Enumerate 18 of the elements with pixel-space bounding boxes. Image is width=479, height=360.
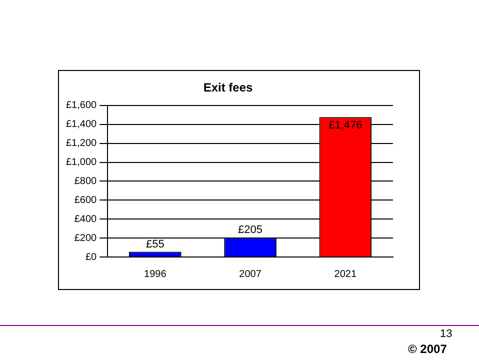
y-tick-label: £1,600: [66, 100, 98, 112]
y-tick-label: £0: [85, 252, 98, 263]
y-tick-label: £1,000: [66, 157, 98, 168]
x-tick-label: 1996: [144, 268, 167, 280]
text: © 2007: [408, 342, 447, 356]
chart-title: Exit fees: [203, 80, 254, 95]
y-tick-label: £600: [74, 194, 98, 206]
text: 13: [440, 328, 452, 340]
y-tick-label: £1,400: [66, 119, 98, 130]
y-tick-label: £1,200: [66, 138, 98, 150]
y-tick-label: £800: [74, 176, 98, 187]
data-label: £205: [238, 224, 263, 236]
data-label: £55: [146, 238, 164, 250]
data-label: £1,476: [328, 120, 362, 132]
x-tick-label: 2021: [334, 268, 357, 280]
y-tick-label: £400: [74, 214, 98, 225]
y-tick-label: £200: [74, 232, 98, 244]
x-tick-label: 2007: [239, 268, 262, 280]
